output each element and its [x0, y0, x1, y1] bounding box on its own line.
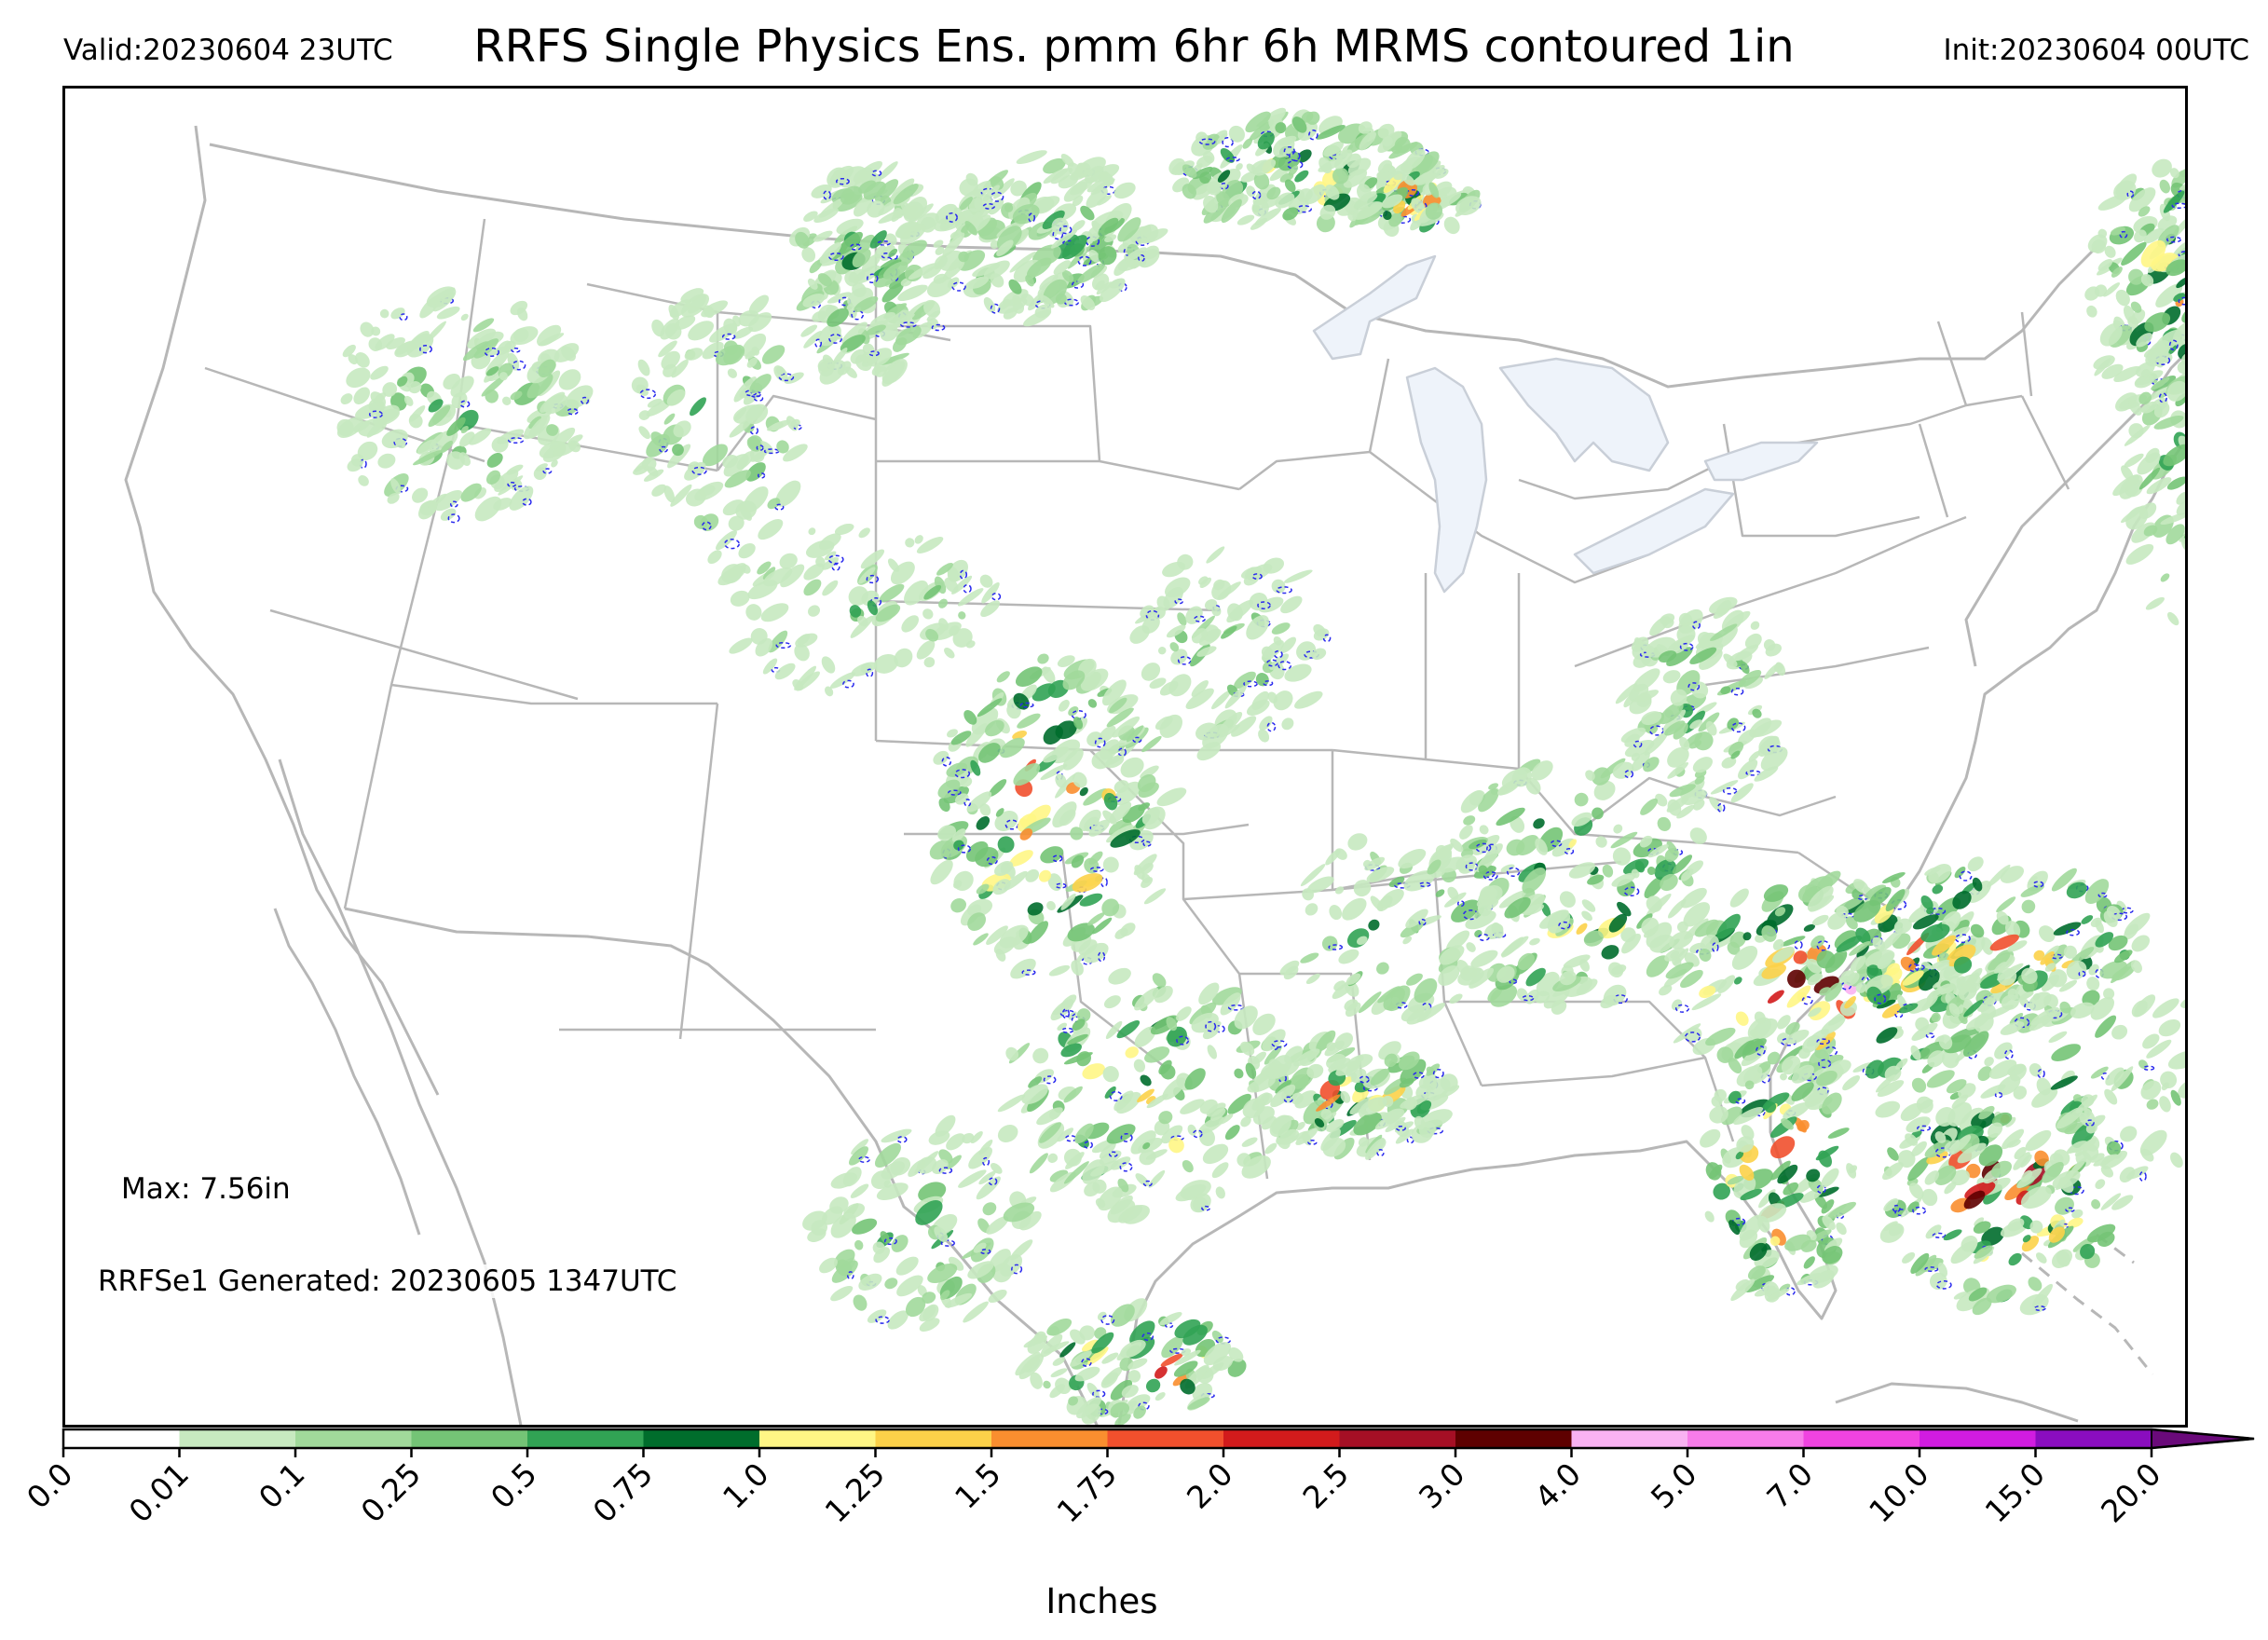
colorbar-swatch: [411, 1429, 528, 1448]
colorbar-swatch: [1339, 1429, 1456, 1448]
colorbar-tick-label: 0.75: [586, 1456, 661, 1530]
colorbar-tick-label: 3.0: [1412, 1456, 1472, 1516]
colorbar-swatch: [2035, 1429, 2152, 1448]
colorbar-tick-label: 1.5: [948, 1456, 1008, 1516]
colorbar-tick-label: 0.5: [484, 1456, 544, 1516]
colorbar-swatch: [1571, 1429, 1688, 1448]
mexico-coast: [278, 758, 523, 1425]
map-title: RRFS Single Physics Ens. pmm 6hr 6h MRMS…: [473, 20, 1795, 73]
cuba-coast: [1835, 1382, 2079, 1423]
colorbar-swatch: [179, 1429, 296, 1448]
lake-huron: [1498, 357, 1670, 472]
colorbar-swatch: [991, 1429, 1108, 1448]
precipitation-map: [62, 86, 2188, 1428]
colorbar-swatch: [1223, 1429, 1340, 1448]
lake-superior: [1312, 254, 1437, 361]
colorbar-tick-label: 0.01: [122, 1456, 197, 1530]
colorbar-swatch: [875, 1429, 992, 1448]
colorbar-swatch: [643, 1429, 760, 1448]
colorbar-tick-label: 0.0: [20, 1456, 80, 1516]
lake-michigan: [1405, 366, 1488, 594]
generated-time-note: RRFSe1 Generated: 20230605 1347UTC: [98, 1264, 677, 1298]
canada-border: [209, 143, 2098, 389]
colorbar-tick-label: 2.0: [1180, 1456, 1240, 1516]
state-lines: [204, 218, 2070, 1180]
colorbar-extend-arrow: [2151, 1428, 2255, 1450]
colorbar-swatch: [759, 1429, 876, 1448]
max-value-note: Max: 7.56in: [121, 1172, 291, 1206]
precipitation-fields: [336, 107, 2185, 1425]
colorbar-tick-label: 15.0: [1978, 1456, 2053, 1530]
colorbar-swatch: [1687, 1429, 1804, 1448]
colorbar-tick-label: 1.25: [818, 1456, 893, 1530]
west-coastline: [124, 125, 440, 1096]
baja-peninsula: [273, 908, 421, 1236]
colorbar-swatch: [63, 1429, 180, 1448]
colorbar-tick-label: 1.0: [716, 1456, 776, 1516]
colorbar-swatch: [1455, 1429, 1572, 1448]
colorbar-swatch: [1920, 1429, 2036, 1448]
colorbar-tick-label: 0.1: [252, 1456, 312, 1516]
colorbar-swatch: [295, 1429, 412, 1448]
colorbar-tick-label: 0.25: [354, 1456, 429, 1530]
map-canvas: [124, 107, 2185, 1425]
colorbar-tick-label: 10.0: [1862, 1456, 1936, 1530]
colorbar-tick-label: 7.0: [1759, 1456, 1820, 1516]
colorbar-swatch: [527, 1429, 644, 1448]
lake-ontario: [1703, 441, 1819, 482]
colorbar-tick-label: 2.5: [1295, 1456, 1356, 1516]
valid-time-label: Valid:20230604 23UTC: [63, 34, 393, 67]
colorbar-label: Inches: [1045, 1581, 1158, 1621]
lake-erie: [1573, 487, 1735, 575]
colorbar-tick-label: 4.0: [1527, 1456, 1588, 1516]
init-time-label: Init:20230604 00UTC: [1943, 34, 2249, 67]
mexico-border: [344, 907, 1099, 1425]
colorbar-tick-label: 5.0: [1644, 1456, 1704, 1516]
colorbar-tick-label: 20.0: [2094, 1456, 2168, 1530]
colorbar-swatch: [1803, 1429, 1920, 1448]
colorbar-swatch: [1107, 1429, 1224, 1448]
colorbar-tick-label: 1.75: [1050, 1456, 1125, 1530]
